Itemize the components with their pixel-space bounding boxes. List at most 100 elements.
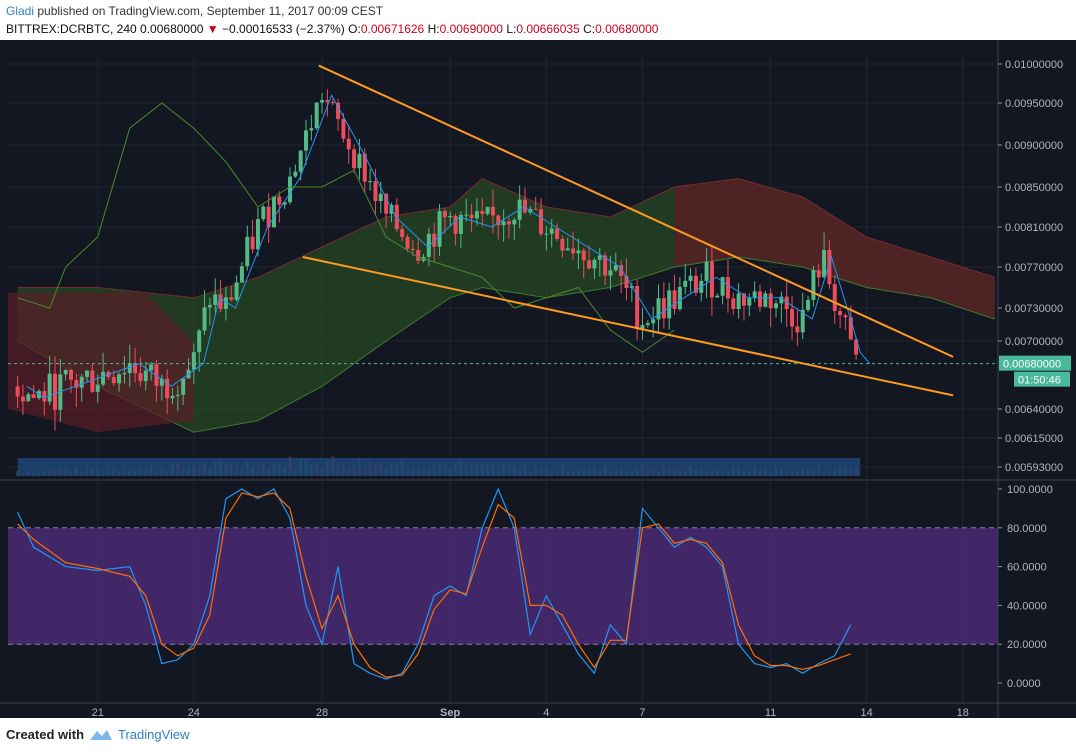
published-text: published on TradingView.com, September … bbox=[37, 4, 384, 18]
candle-body bbox=[336, 102, 341, 120]
candle-body bbox=[816, 270, 821, 278]
candle-body bbox=[239, 266, 244, 283]
candle-body bbox=[416, 249, 421, 261]
candle-body bbox=[715, 295, 720, 298]
price-tick-label: 0.00730000 bbox=[1005, 303, 1063, 315]
candle-body bbox=[448, 215, 453, 218]
candle-body bbox=[619, 265, 624, 276]
candle-body bbox=[597, 255, 602, 260]
candles bbox=[15, 89, 859, 431]
candle-body bbox=[223, 297, 228, 309]
candle-body bbox=[90, 370, 95, 392]
candle-body bbox=[165, 378, 170, 399]
countdown-label: 01:50:46 bbox=[1018, 375, 1061, 387]
candle-body bbox=[117, 374, 122, 384]
candle-body bbox=[720, 277, 725, 296]
candle-body bbox=[827, 250, 832, 285]
stoch-d-line bbox=[17, 492, 851, 678]
candle-body bbox=[624, 275, 629, 288]
candle-body bbox=[261, 206, 266, 220]
candle-body bbox=[752, 291, 757, 298]
candle-body bbox=[15, 386, 20, 397]
candle-body bbox=[736, 293, 741, 309]
candle-body bbox=[651, 319, 656, 324]
candle-body bbox=[293, 171, 298, 177]
candle-body bbox=[341, 119, 346, 139]
candle-body bbox=[838, 311, 843, 316]
candle-body bbox=[800, 309, 805, 333]
time-tick-label: 28 bbox=[316, 707, 328, 718]
stoch-tick-label: 80.0000 bbox=[1007, 523, 1047, 535]
candle-body bbox=[266, 206, 271, 228]
candle-body bbox=[31, 394, 36, 399]
price-chart[interactable]: 0.01000000 0.00950000 0.00900000 0.00850000… bbox=[0, 40, 1076, 718]
candle-body bbox=[458, 214, 463, 234]
candle-body bbox=[378, 193, 383, 201]
stoch-pane bbox=[8, 487, 998, 680]
candle-body bbox=[405, 236, 410, 249]
candle-body bbox=[277, 196, 282, 205]
candle-body bbox=[191, 352, 196, 370]
candle-body bbox=[175, 394, 180, 396]
candle-body bbox=[26, 394, 31, 402]
candle-body bbox=[832, 284, 837, 312]
low-label: L: bbox=[506, 22, 517, 36]
candle-body bbox=[677, 286, 682, 310]
last-price-label: 0.00680000 bbox=[1003, 359, 1061, 371]
candle-body bbox=[592, 259, 597, 269]
candle-body bbox=[47, 373, 52, 402]
countdown-box bbox=[1014, 371, 1070, 387]
candle-body bbox=[330, 102, 335, 104]
candle-body bbox=[672, 290, 677, 310]
candle-body bbox=[784, 296, 789, 309]
candle-body bbox=[320, 100, 325, 103]
candle-body bbox=[603, 255, 608, 276]
close-label: C: bbox=[583, 22, 596, 36]
change-value: −0.00016533 (−2.37%) bbox=[222, 22, 345, 36]
candle-body bbox=[490, 206, 495, 216]
candle-body bbox=[250, 236, 255, 250]
candle-body bbox=[63, 369, 68, 375]
candle-body bbox=[576, 250, 581, 254]
candle-body bbox=[725, 277, 730, 299]
tradingview-logo-icon bbox=[90, 730, 112, 740]
candle-body bbox=[143, 370, 148, 382]
candle-body bbox=[154, 364, 159, 386]
publish-line: Gladi published on TradingView.com, Sept… bbox=[6, 4, 383, 18]
candle-body bbox=[688, 275, 693, 281]
candle-body bbox=[848, 317, 853, 340]
down-arrow-icon: ▼ bbox=[206, 22, 219, 36]
time-tick-label: 24 bbox=[188, 707, 200, 718]
candle-body bbox=[512, 219, 517, 225]
candle-body bbox=[282, 202, 287, 205]
time-tick-label: 18 bbox=[957, 707, 969, 718]
candle-body bbox=[298, 150, 303, 172]
author-link[interactable]: Gladi bbox=[6, 4, 35, 18]
tenkan-line bbox=[26, 94, 871, 399]
candle-body bbox=[811, 270, 816, 300]
candle-body bbox=[539, 209, 544, 235]
time-tick-label: 14 bbox=[861, 707, 873, 718]
candle-body bbox=[506, 221, 511, 225]
trendlines bbox=[302, 64, 954, 397]
candle-body bbox=[207, 304, 212, 308]
candle-body bbox=[20, 396, 25, 402]
price-tick-label: 0.00770000 bbox=[1005, 262, 1063, 274]
tradingview-link[interactable]: TradingView bbox=[118, 727, 190, 742]
candle-body bbox=[245, 236, 250, 267]
candle-body bbox=[608, 270, 613, 276]
candle-body bbox=[640, 325, 645, 329]
low-value: 0.00666035 bbox=[516, 22, 580, 36]
stoch-tick-label: 100.0000 bbox=[1007, 484, 1053, 496]
candle-body bbox=[741, 293, 746, 306]
candle-body bbox=[501, 221, 506, 226]
candle-body bbox=[287, 176, 292, 203]
candle-body bbox=[645, 323, 650, 326]
candle-body bbox=[159, 378, 164, 386]
candle-body bbox=[747, 297, 752, 306]
trendline bbox=[302, 256, 954, 397]
candle-body bbox=[95, 384, 100, 392]
candle-body bbox=[52, 373, 57, 410]
stoch-tick-label: 0.0000 bbox=[1007, 678, 1041, 690]
candle-body bbox=[469, 214, 474, 219]
